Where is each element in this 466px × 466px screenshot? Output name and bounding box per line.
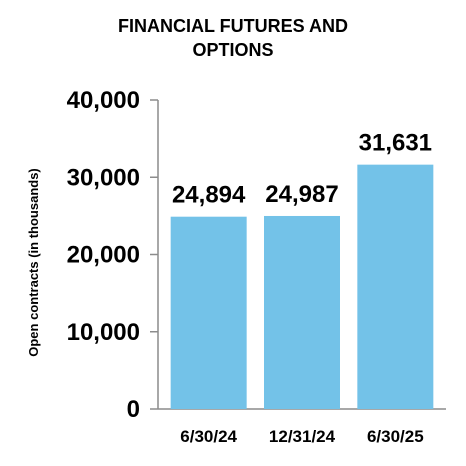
- bar-value-label: 31,631: [359, 130, 432, 157]
- bar-value-label: 24,987: [265, 181, 338, 208]
- bar-value-label: 24,894: [172, 182, 246, 209]
- bar: [170, 216, 247, 409]
- y-tick-label: 30,000: [67, 164, 140, 191]
- y-tick-label: 0: [127, 396, 140, 423]
- x-tick-label: 12/31/24: [269, 427, 336, 446]
- y-axis-title: Open contracts (in thousands): [26, 168, 41, 357]
- y-tick-label: 20,000: [67, 242, 140, 269]
- y-tick-label: 10,000: [67, 319, 140, 346]
- bar: [264, 215, 340, 409]
- bar: [357, 164, 434, 409]
- chart-title: FINANCIAL FUTURES AND OPTIONS: [0, 14, 466, 62]
- chart-title-line-2: OPTIONS: [192, 40, 274, 60]
- x-tick-label: 6/30/25: [367, 427, 424, 446]
- y-tick-label: 40,000: [67, 87, 140, 114]
- chart-title-line-1: FINANCIAL FUTURES AND: [118, 16, 348, 36]
- x-tick-label: 6/30/24: [180, 427, 237, 446]
